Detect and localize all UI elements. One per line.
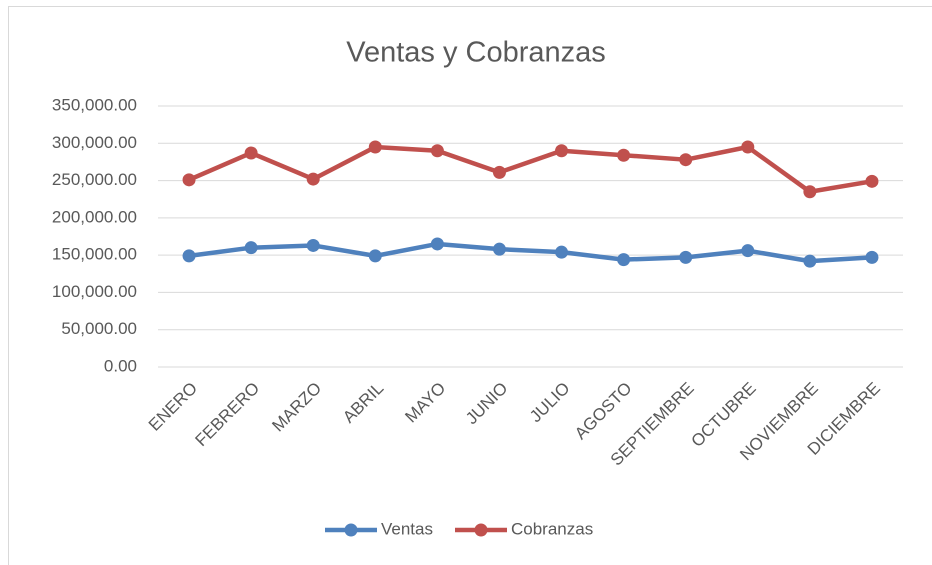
data-point	[182, 173, 196, 187]
legend-label: Cobranzas	[511, 519, 593, 538]
data-point	[368, 249, 382, 263]
data-point	[865, 174, 879, 188]
data-point	[244, 146, 258, 160]
data-point	[741, 140, 755, 154]
data-point	[492, 242, 506, 256]
y-tick-label: 150,000.00	[52, 245, 137, 264]
chart-title: Ventas y Cobranzas	[346, 37, 606, 69]
data-point	[555, 245, 569, 259]
data-point	[865, 250, 879, 264]
data-point	[430, 237, 444, 251]
legend-marker	[344, 523, 358, 537]
y-tick-label: 200,000.00	[52, 207, 137, 226]
data-point	[368, 140, 382, 154]
data-point	[182, 249, 196, 263]
data-point	[244, 241, 258, 255]
series-line	[188, 144, 873, 195]
data-point	[803, 254, 817, 268]
y-tick-label: 0.00	[104, 356, 137, 375]
y-tick-label: 250,000.00	[52, 170, 137, 189]
data-point	[741, 244, 755, 258]
y-tick-label: 50,000.00	[61, 319, 137, 338]
data-point	[492, 165, 506, 179]
legend-label: Ventas	[381, 519, 433, 538]
y-tick-label: 300,000.00	[52, 133, 137, 152]
data-point	[430, 144, 444, 158]
data-point	[617, 148, 631, 162]
data-point	[555, 144, 569, 158]
chart-border	[8, 6, 932, 565]
data-point	[306, 172, 320, 186]
y-tick-label: 100,000.00	[52, 282, 137, 301]
data-point	[803, 185, 817, 199]
data-point	[679, 153, 693, 167]
series-line	[188, 241, 873, 264]
y-tick-label: 350,000.00	[52, 95, 137, 114]
data-point	[679, 250, 693, 264]
data-point	[617, 253, 631, 267]
legend-marker	[474, 523, 488, 537]
data-point	[306, 238, 320, 252]
